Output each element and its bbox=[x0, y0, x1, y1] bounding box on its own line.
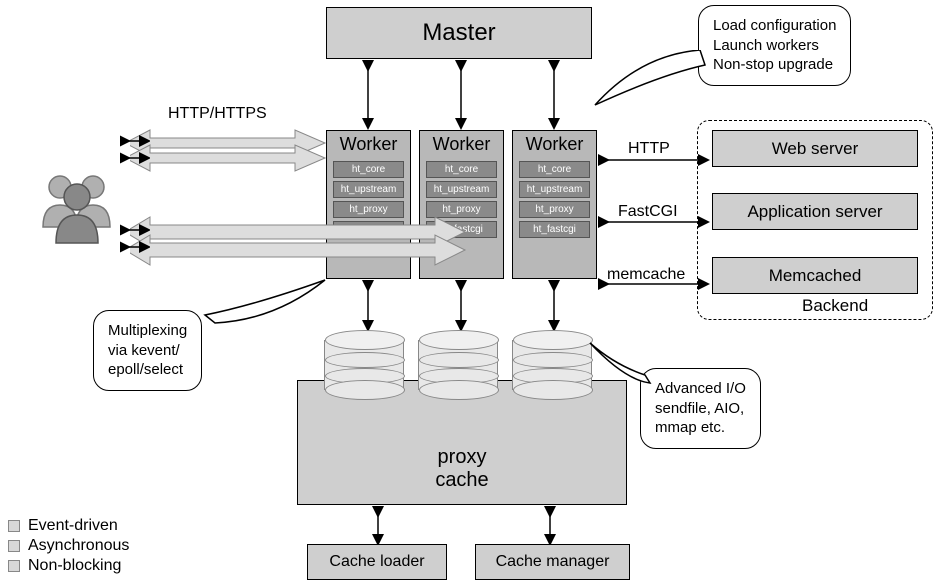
callout-line: Non-stop upgrade bbox=[713, 55, 836, 75]
cache-loader-box: Cache loader bbox=[307, 544, 447, 580]
cylinder-3 bbox=[512, 340, 592, 390]
big-arrow-http bbox=[130, 128, 330, 173]
worker-title: Worker bbox=[513, 131, 596, 158]
arrows-proxy-cache bbox=[360, 506, 570, 546]
module: ht_upstream bbox=[519, 181, 590, 198]
legend-item: Event-driven bbox=[8, 517, 129, 535]
cache-manager-box: Cache manager bbox=[475, 544, 630, 580]
legend-item: Asynchronous bbox=[8, 537, 129, 555]
callout-advancedio: Advanced I/O sendfile, AIO, mmap etc. bbox=[640, 368, 761, 449]
big-arrow-bottom bbox=[130, 215, 470, 270]
cylinder-2 bbox=[418, 340, 498, 390]
worker-box-3: Worker ht_core ht_upstream ht_proxy ht_f… bbox=[512, 130, 597, 279]
callout-line: sendfile, AIO, bbox=[655, 399, 746, 419]
legend: Event-driven Asynchronous Non-blocking bbox=[8, 515, 129, 577]
callout-line: Load configuration bbox=[713, 16, 836, 36]
master-label: Master bbox=[422, 19, 495, 47]
callout-line: Multiplexing bbox=[108, 321, 187, 341]
worker-title: Worker bbox=[327, 131, 410, 158]
master-box: Master bbox=[326, 7, 592, 59]
callout-line: Launch workers bbox=[713, 36, 836, 56]
backend-item-label: Application server bbox=[747, 202, 882, 222]
callout-line: epoll/select bbox=[108, 360, 187, 380]
small-arrows-left-2 bbox=[120, 222, 150, 262]
module: ht_proxy bbox=[519, 201, 590, 218]
legend-square-icon bbox=[8, 540, 20, 552]
legend-text: Asynchronous bbox=[28, 537, 129, 555]
cache-loader-label: Cache loader bbox=[329, 553, 424, 571]
callout-multiplex-tail bbox=[195, 275, 335, 325]
legend-text: Event-driven bbox=[28, 517, 118, 535]
cache-manager-label: Cache manager bbox=[496, 553, 610, 571]
module: ht_upstream bbox=[426, 181, 497, 198]
small-arrows-left-1 bbox=[120, 133, 150, 173]
users-icon bbox=[35, 165, 120, 250]
callout-line: Advanced I/O bbox=[655, 379, 746, 399]
legend-item: Non-blocking bbox=[8, 557, 129, 575]
arrows-workers-cylinders bbox=[320, 280, 620, 335]
callout-loadconfig: Load configuration Launch workers Non-st… bbox=[698, 5, 851, 86]
callout-multiplex: Multiplexing via kevent/ epoll/select bbox=[93, 310, 202, 391]
legend-square-icon bbox=[8, 520, 20, 532]
backend-webserver: Web server bbox=[712, 130, 918, 167]
backend-item-label: Web server bbox=[772, 139, 859, 159]
label-https: HTTP/HTTPS bbox=[168, 105, 267, 123]
callout-line: via kevent/ bbox=[108, 341, 187, 361]
module: ht_upstream bbox=[333, 181, 404, 198]
cylinder-1 bbox=[324, 340, 404, 390]
callout-line: mmap etc. bbox=[655, 418, 746, 438]
proxy-cache-label: proxy cache bbox=[435, 446, 488, 492]
worker-title: Worker bbox=[420, 131, 503, 158]
module: ht_core bbox=[426, 161, 497, 178]
backend-item-label: Memcached bbox=[769, 266, 862, 286]
module: ht_fastcgi bbox=[519, 221, 590, 238]
module: ht_core bbox=[333, 161, 404, 178]
arrows-worker-backend bbox=[598, 150, 713, 290]
legend-text: Non-blocking bbox=[28, 557, 121, 575]
backend-memcached: Memcached bbox=[712, 257, 918, 294]
backend-appserver: Application server bbox=[712, 193, 918, 230]
arrows-master-workers bbox=[320, 60, 620, 130]
backend-label: Backend bbox=[802, 296, 868, 316]
legend-square-icon bbox=[8, 560, 20, 572]
module: ht_core bbox=[519, 161, 590, 178]
callout-advancedio-tail bbox=[585, 340, 655, 385]
